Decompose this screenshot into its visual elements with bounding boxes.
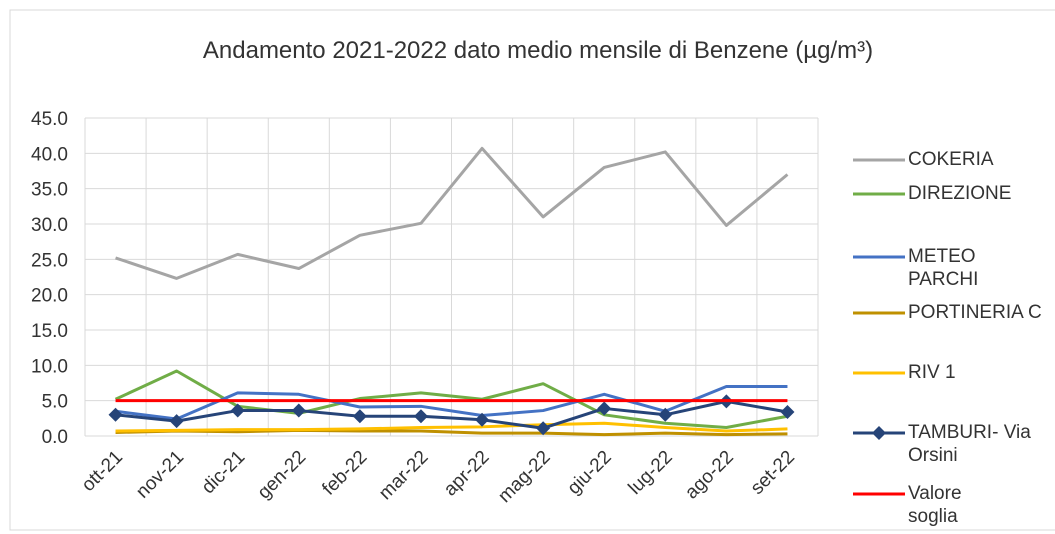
legend-label: PORTINERIA C: [908, 302, 1042, 323]
y-tick-label: 0.0: [42, 427, 68, 448]
point-marker: [352, 409, 367, 424]
series-line: [115, 385, 788, 421]
chart-border: [9, 9, 1055, 531]
point-marker: [597, 401, 612, 416]
legend-label: DIREZIONE: [908, 183, 1012, 204]
x-tick-label: ago-22: [681, 447, 738, 504]
x-tick-label: mag-22: [494, 447, 554, 507]
legend-label: TAMBURI- Via Orsini: [908, 422, 1031, 466]
point-marker: [780, 404, 795, 419]
point-marker: [108, 407, 123, 422]
y-tick-label: 45.0: [31, 109, 68, 130]
x-tick-label: ott-21: [78, 447, 127, 496]
legend-label: RIV 1: [908, 362, 956, 383]
point-marker: [475, 412, 490, 427]
y-tick-label: 25.0: [31, 250, 68, 271]
point-marker: [658, 407, 673, 422]
legend-label: COKERIA: [908, 149, 994, 170]
point-marker: [169, 414, 184, 429]
x-tick-label: giu-22: [564, 447, 616, 499]
point-marker: [413, 409, 428, 424]
y-tick-label: 35.0: [31, 180, 68, 201]
legend-label: Valore soglia: [908, 483, 962, 527]
y-tick-label: 5.0: [42, 392, 68, 413]
series-line: [115, 428, 788, 437]
series-line: [115, 146, 789, 280]
y-tick-label: 20.0: [31, 286, 68, 307]
point-marker: [230, 403, 245, 418]
legend-marker: [872, 426, 886, 440]
chart-title: Andamento 2021-2022 dato medio mensile d…: [203, 37, 873, 64]
x-tick-label: nov-21: [132, 447, 188, 503]
point-marker: [291, 403, 306, 418]
x-tick-label: mar-22: [375, 447, 432, 504]
x-tick-label: feb-22: [318, 447, 371, 500]
point-marker: [536, 421, 551, 436]
y-tick-label: 40.0: [31, 144, 68, 165]
x-tick-label: dic-21: [198, 447, 249, 498]
y-tick-label: 10.0: [31, 356, 68, 377]
x-tick-label: gen-22: [254, 447, 311, 504]
y-tick-label: 30.0: [31, 215, 68, 236]
x-tick-label: set-22: [747, 447, 799, 499]
legend-label: METEO PARCHI: [908, 246, 979, 290]
x-tick-label: apr-22: [440, 447, 494, 501]
series-line: [115, 421, 788, 433]
series-line: [115, 399, 788, 430]
x-tick-label: lug-22: [625, 447, 677, 499]
y-tick-label: 15.0: [31, 321, 68, 342]
